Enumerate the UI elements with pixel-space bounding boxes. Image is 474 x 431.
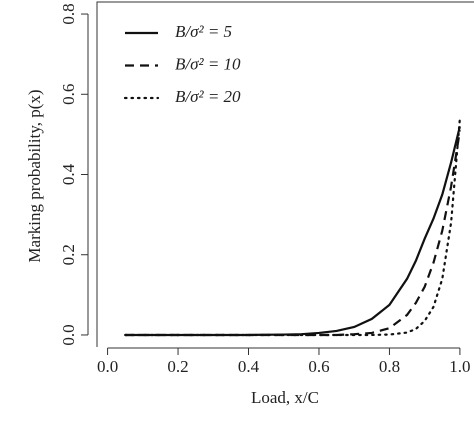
x-tick-label: 0.0 bbox=[97, 357, 118, 376]
data-line bbox=[124, 117, 462, 337]
x-tick-label: 0.4 bbox=[238, 357, 260, 376]
y-axis-label: Marking probability, p(x) bbox=[25, 89, 44, 262]
y-tick-label: 0.2 bbox=[59, 244, 78, 265]
data-line bbox=[125, 126, 461, 337]
x-tick-label: 1.0 bbox=[449, 357, 470, 376]
legend-label: B/σ² = 5 bbox=[175, 22, 232, 41]
y-tick-label: 0.4 bbox=[59, 163, 78, 185]
data-line bbox=[125, 130, 461, 337]
x-tick-label: 0.8 bbox=[379, 357, 400, 376]
legend-label: B/σ² = 10 bbox=[175, 54, 241, 73]
y-tick-label: 0.8 bbox=[59, 3, 78, 24]
y-tick-label: 0.0 bbox=[59, 324, 78, 345]
x-tick-label: 0.2 bbox=[167, 357, 188, 376]
legend-label: B/σ² = 20 bbox=[175, 87, 241, 106]
plot-frame bbox=[96, 1, 474, 347]
x-tick-label: 0.6 bbox=[308, 357, 329, 376]
y-tick-label: 0.6 bbox=[59, 84, 78, 105]
x-axis-label: Load, x/C bbox=[251, 388, 319, 407]
